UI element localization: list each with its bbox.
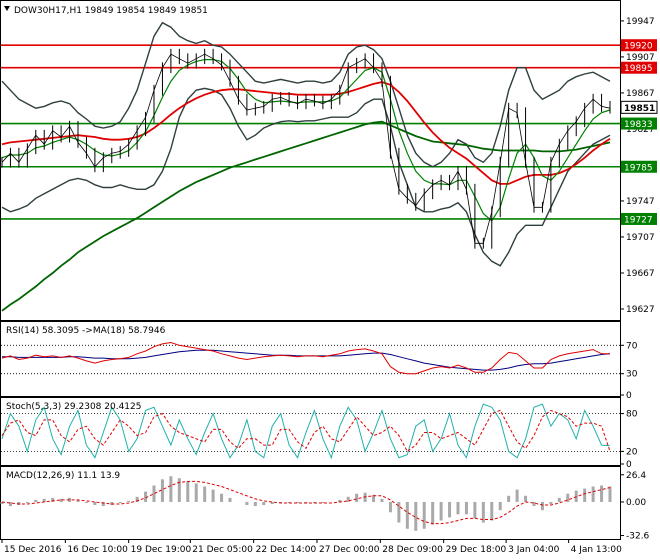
rsi-panel-frame <box>0 321 621 397</box>
bollinger-lower-line <box>1 87 611 267</box>
current-price-tag-bg <box>620 100 658 114</box>
macd-tick-label-1: 0.00 <box>626 498 646 508</box>
rsi-panel: 70 30 0 <box>1 341 638 401</box>
rsi-label: RSI(14) 58.3095 ->MA(18) 58.7946 <box>6 326 166 336</box>
rsi-tick-label-0: 70 <box>626 341 638 351</box>
macd-signal-line <box>1 480 611 525</box>
level-tag-bg-19785 <box>621 160 657 173</box>
macd-histogram <box>0 476 612 531</box>
price-tick-label-6: 19707 <box>626 233 655 243</box>
time-tick-label-0: 15 Dec 2016 <box>4 545 62 555</box>
price-line <box>1 53 611 244</box>
time-tick-label-3: 21 Dec 05:00 <box>192 545 253 555</box>
rsi-tick-label-1: 30 <box>626 370 638 380</box>
price-tick-label-8: 19627 <box>626 305 655 315</box>
level-tag-bg-19920 <box>621 39 657 52</box>
macd-tick-label-0: 26.4 <box>626 471 646 481</box>
level-tag-bg-19895 <box>621 61 657 74</box>
level-tag-label-19727: 19727 <box>624 215 653 225</box>
main-panel-frame <box>0 0 621 321</box>
time-tick-label-2: 19 Dec 19:00 <box>131 545 192 555</box>
time-tick-label-9: 4 Jan 13:00 <box>571 545 623 555</box>
macd-tick-label-2: -32.6 <box>626 532 650 542</box>
time-tick-label-6: 28 Dec 09:00 <box>382 545 443 555</box>
price-tick-label-2: 19867 <box>626 89 655 99</box>
time-tick-label-4: 22 Dec 14:00 <box>256 545 317 555</box>
current-price-tag-label: 19851 <box>624 104 655 114</box>
main-title: DOW30H17,H1 19849 19854 19849 19851 <box>14 6 208 16</box>
price-tick-label-1: 19907 <box>626 53 655 63</box>
time-tick-label-8: 3 Jan 04:00 <box>508 545 560 555</box>
rsi-tick-label-2: 0 <box>626 391 632 401</box>
stoch-tick-label-1: 20 <box>626 447 638 457</box>
level-tag-label-19895: 19895 <box>624 64 653 74</box>
time-tick-label-1: 16 Dec 10:00 <box>67 545 128 555</box>
level-tag-bg-19727 <box>621 212 657 225</box>
time-axis: 15 Dec 2016 16 Dec 10:00 19 Dec 19:00 21 De… <box>1 539 623 555</box>
rsi-line <box>1 341 610 375</box>
price-tick-label-0: 19947 <box>626 17 655 27</box>
dropdown-triangle-icon[interactable] <box>4 6 10 11</box>
stoch-tick-label-2: 0 <box>626 460 632 470</box>
stoch-tick-label-0: 80 <box>626 410 638 420</box>
stoch-k-line <box>1 403 611 460</box>
level-tag-bg-19833 <box>621 117 657 130</box>
stochastic-panel: 80 20 0 <box>1 403 638 470</box>
time-tick-label-5: 27 Dec 00:00 <box>319 545 380 555</box>
level-tag-label-19785: 19785 <box>624 163 653 173</box>
time-tick-label-7: 29 Dec 18:00 <box>446 545 507 555</box>
stoch-label: Stoch(5,3,3) 29.2308 20.4125 <box>6 402 141 412</box>
level-tag-label-19920: 19920 <box>624 42 653 52</box>
price-tick-label-5: 19747 <box>626 197 655 207</box>
bollinger-upper-line <box>1 21 611 168</box>
macd-label: MACD(12,26,9) 11.1 13.9 <box>6 471 120 481</box>
level-tag-label-19833: 19833 <box>624 120 653 130</box>
price-tick-label-3: 19827 <box>626 125 655 135</box>
macd-panel: 26.4 0.00 -32.6 <box>0 471 650 542</box>
price-tick-label-7: 19667 <box>626 269 655 279</box>
main-price-panel: 1994719907198671982719787197471970719667… <box>1 17 658 315</box>
stoch-d-line <box>1 409 611 453</box>
